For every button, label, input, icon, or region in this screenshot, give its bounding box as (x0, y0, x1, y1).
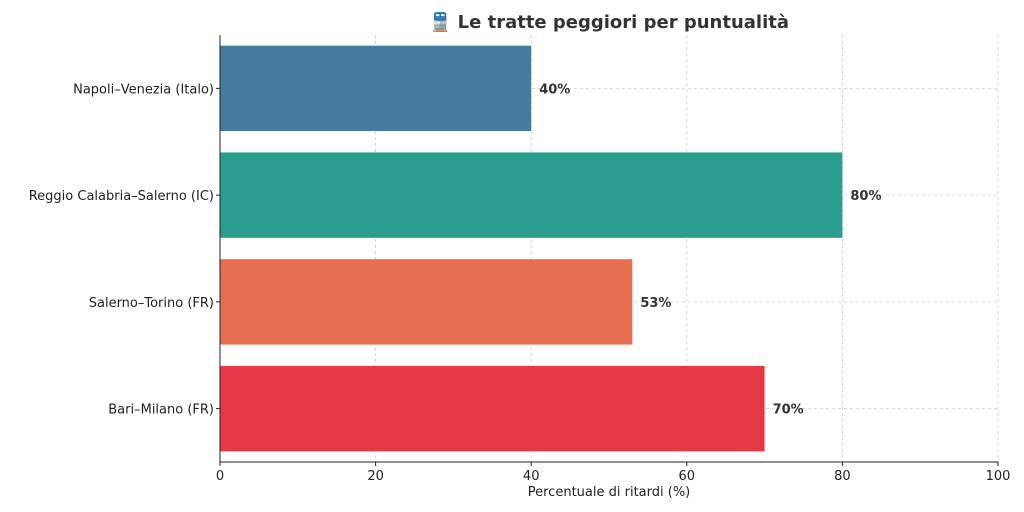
data-label: 53% (640, 296, 671, 311)
axes: Napoli–Venezia (Italo) Reggio Calabria–Sa… (29, 35, 1011, 484)
x-tick-label: 20 (367, 469, 384, 484)
bars (220, 45, 843, 452)
x-tick-label: 0 (216, 469, 224, 484)
bar (220, 45, 532, 132)
x-axis-label: Percentuale di ritardi (%) (528, 485, 691, 500)
y-tick-label: Salerno–Torino (FR) (89, 296, 214, 311)
y-tick-label: Bari–Milano (FR) (108, 403, 214, 418)
bar (220, 365, 765, 452)
y-tick-label: Reggio Calabria–Salerno (IC) (29, 189, 214, 204)
bar (220, 259, 633, 345)
data-label: 80% (850, 189, 881, 204)
bar (220, 152, 843, 238)
x-tick-label: 100 (986, 469, 1011, 484)
chart-title: 🚆 Le tratte peggiori per puntualità (429, 11, 789, 33)
y-tick-label: Napoli–Venezia (Italo) (73, 82, 214, 97)
data-labels: 40% 80% 53% 70% (539, 82, 881, 417)
x-tick-label: 60 (679, 469, 696, 484)
x-tick-label: 40 (523, 469, 540, 484)
data-label: 40% (539, 82, 570, 97)
data-label: 70% (773, 403, 804, 418)
x-tick-label: 80 (834, 469, 851, 484)
